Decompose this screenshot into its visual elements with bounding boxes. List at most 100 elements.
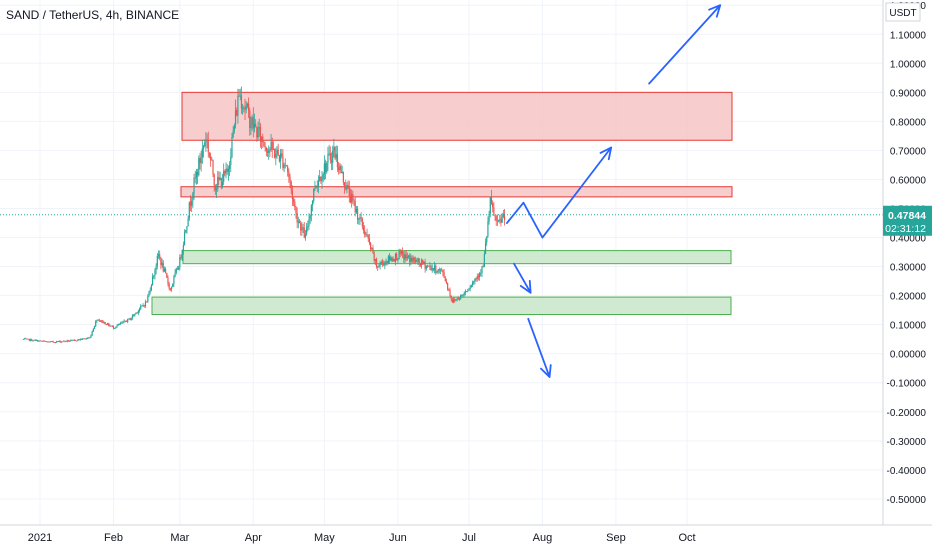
candle-body: [316, 185, 318, 187]
x-tick-label: 2021: [28, 532, 52, 544]
candle-body: [308, 219, 310, 226]
candle-body: [223, 170, 225, 182]
candle-body: [188, 202, 190, 219]
candle-body: [481, 266, 483, 273]
candle-body: [199, 158, 201, 164]
candle-body: [166, 272, 168, 278]
candle-body: [238, 95, 240, 97]
candle-body: [55, 341, 58, 343]
candle-body: [311, 200, 314, 206]
price-axis[interactable]: 1.200001.100001.000000.900000.800000.700…: [882, 0, 932, 525]
candle-body: [115, 326, 117, 328]
candle-body: [67, 340, 70, 342]
candle-body: [473, 281, 475, 283]
candle-body: [212, 159, 214, 175]
candle-body: [327, 154, 329, 163]
candle-body: [294, 201, 296, 207]
candle-body: [202, 146, 205, 149]
y-tick-label: -0.10000: [887, 379, 927, 390]
candle-body: [270, 141, 272, 151]
candle-body: [131, 315, 134, 319]
candle-body: [72, 339, 74, 341]
candle-body: [352, 193, 354, 200]
candle-body: [34, 339, 36, 341]
candle-body: [220, 177, 222, 187]
candle-body: [73, 339, 75, 341]
candle-body: [58, 340, 60, 342]
candle-body: [264, 146, 266, 148]
candle-body: [97, 319, 99, 321]
candle-body: [99, 321, 102, 322]
currency-label: USDT: [889, 8, 916, 19]
time-axis[interactable]: 2021 Feb Mar Apr May Jun Jul Aug Sep Oct: [0, 524, 932, 544]
y-tick-label: 0.10000: [890, 321, 927, 332]
candle-body: [150, 285, 152, 291]
candle-body: [500, 219, 502, 223]
candle-body: [297, 221, 299, 223]
candle-body: [393, 258, 395, 262]
candle-body: [469, 287, 471, 289]
candle-body: [488, 213, 490, 222]
candle-body: [137, 310, 139, 314]
candle-body: [83, 338, 85, 340]
candle-body: [118, 324, 120, 325]
candle-body: [263, 142, 265, 147]
candle-body: [296, 213, 298, 223]
y-tick-label: 0.20000: [890, 292, 927, 303]
candle-body: [282, 156, 284, 168]
candle-body: [249, 110, 251, 129]
candle-body: [423, 261, 425, 265]
candle-body: [452, 299, 455, 303]
candle-body: [359, 217, 361, 219]
candle-body: [402, 251, 404, 255]
candle-body: [64, 340, 66, 342]
candle-body: [74, 340, 77, 341]
candle-body: [25, 338, 27, 340]
candle-body: [47, 341, 49, 343]
candle-body: [322, 174, 324, 180]
candle-body: [425, 265, 427, 269]
candle-body: [104, 322, 106, 325]
candle-body: [85, 338, 87, 340]
candle-body: [313, 189, 315, 201]
candle-body: [326, 162, 328, 173]
candle-body: [108, 323, 110, 326]
candle-body: [494, 215, 496, 217]
candle-body: [195, 172, 198, 178]
candle-body: [82, 338, 84, 340]
candle-body: [466, 291, 468, 293]
candle-body: [368, 238, 371, 243]
candle-body: [78, 339, 80, 341]
candle-body: [456, 298, 458, 300]
candle-body: [204, 142, 206, 147]
candle-body: [210, 155, 212, 161]
candle-body: [338, 167, 340, 171]
candle-body: [343, 182, 346, 188]
candle-body: [227, 168, 230, 172]
candle-body: [163, 269, 166, 272]
x-tick-label: Sep: [606, 532, 626, 544]
candle-body: [501, 216, 503, 223]
candle-body: [397, 258, 399, 261]
candle-body: [301, 227, 303, 231]
candle-body: [106, 323, 109, 325]
y-tick-label: 0.00000: [890, 350, 927, 361]
candle-body: [434, 265, 436, 270]
candle-body: [123, 320, 125, 322]
candle-body: [499, 219, 501, 221]
candle-body: [70, 340, 72, 342]
x-tick-label: Jun: [389, 532, 407, 544]
candle-body: [277, 149, 279, 156]
candle-body: [443, 272, 445, 278]
projection-arrows-layer: [505, 4, 722, 378]
candle-body: [281, 153, 283, 157]
current-price-value: 0.47844: [888, 210, 926, 222]
candle-body: [144, 301, 147, 306]
candle-body: [405, 254, 407, 259]
candle-body: [467, 290, 469, 292]
candle-body: [429, 265, 431, 267]
candle-body: [37, 340, 39, 342]
candle-body: [387, 256, 389, 263]
candle-body: [424, 261, 426, 269]
